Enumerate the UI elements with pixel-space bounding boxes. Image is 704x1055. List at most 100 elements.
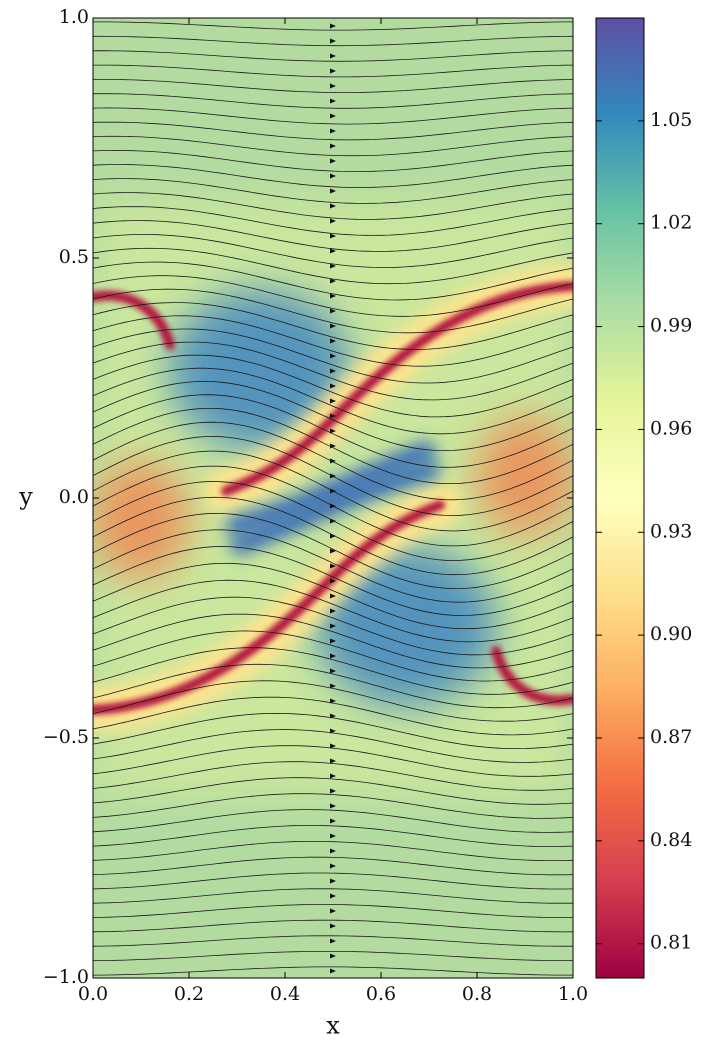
streamline bbox=[93, 919, 573, 933]
streamline bbox=[93, 951, 573, 961]
streamline bbox=[93, 206, 573, 236]
streamline bbox=[93, 613, 573, 669]
colorbar bbox=[595, 17, 645, 979]
streamline bbox=[93, 793, 573, 819]
stream-arrow bbox=[330, 158, 336, 164]
stream-arrow bbox=[330, 608, 336, 614]
stream-arrow bbox=[330, 623, 336, 629]
x-tick-label: 0.2 bbox=[174, 983, 204, 1005]
x-tick-label: 0.4 bbox=[270, 983, 300, 1005]
streamline bbox=[93, 529, 573, 603]
stream-arrow bbox=[330, 323, 336, 329]
stream-arrow bbox=[330, 53, 336, 59]
streamline bbox=[93, 966, 573, 976]
field bbox=[93, 18, 573, 978]
stream-arrow bbox=[330, 653, 336, 659]
streamline bbox=[93, 328, 573, 384]
x-tick-label: 0.6 bbox=[366, 983, 396, 1005]
stream-arrow bbox=[330, 743, 336, 749]
stream-arrow bbox=[330, 578, 336, 584]
x-tick-label: 1.0 bbox=[558, 983, 588, 1005]
stream-arrow bbox=[330, 863, 336, 869]
stream-arrow bbox=[330, 683, 336, 689]
streamline bbox=[93, 394, 573, 468]
streamline bbox=[93, 696, 573, 736]
stream-arrow bbox=[330, 728, 336, 734]
x-tick-label: 0.8 bbox=[462, 983, 492, 1005]
stream-arrow bbox=[330, 848, 336, 854]
streamline bbox=[93, 856, 573, 876]
stream-arrow bbox=[330, 413, 336, 419]
stream-arrow bbox=[330, 818, 336, 824]
streamline bbox=[93, 729, 573, 763]
stream-arrow bbox=[330, 443, 336, 449]
stream-arrow bbox=[330, 938, 336, 944]
stream-arrow bbox=[330, 113, 336, 119]
streamline bbox=[93, 512, 573, 590]
streamline bbox=[93, 135, 573, 157]
stream-arrow bbox=[330, 533, 336, 539]
stream-arrow bbox=[330, 68, 336, 74]
stream-arrow bbox=[330, 503, 336, 509]
streamline bbox=[93, 149, 573, 173]
streamline bbox=[93, 647, 573, 695]
streamline bbox=[93, 680, 573, 722]
colorbar-tick-label: 0.96 bbox=[650, 417, 692, 439]
colorbar-tick-label: 0.99 bbox=[650, 315, 692, 337]
stream-arrow bbox=[330, 803, 336, 809]
y-tick-label: −0.5 bbox=[43, 726, 89, 748]
streamline bbox=[93, 663, 573, 709]
stream-arrow bbox=[330, 908, 336, 914]
streamline bbox=[93, 50, 573, 62]
streamline bbox=[93, 21, 573, 31]
streamline bbox=[93, 93, 573, 109]
streamline bbox=[93, 367, 573, 435]
stream-arrow bbox=[330, 278, 336, 284]
streamline bbox=[93, 302, 573, 350]
stream-arrow bbox=[330, 773, 336, 779]
streamlines bbox=[93, 21, 573, 976]
stream-arrow bbox=[330, 233, 336, 239]
stream-arrow bbox=[330, 923, 336, 929]
streamline bbox=[93, 777, 573, 805]
streamline bbox=[93, 275, 573, 317]
streamline bbox=[93, 261, 573, 301]
streamline bbox=[93, 35, 573, 47]
stream-arrow bbox=[330, 128, 336, 134]
stream-arrow bbox=[330, 473, 336, 479]
stream-arrow bbox=[330, 713, 336, 719]
streamline bbox=[93, 745, 573, 777]
stream-arrow bbox=[330, 788, 336, 794]
streamline bbox=[93, 288, 573, 334]
stream-arrow bbox=[330, 143, 336, 149]
streamline bbox=[93, 825, 573, 847]
streamline bbox=[93, 164, 573, 188]
stream-arrow bbox=[330, 203, 336, 209]
colorbar-tick-label: 0.93 bbox=[650, 520, 692, 542]
colorbar-tick-label: 0.81 bbox=[650, 932, 692, 954]
stream-arrow bbox=[330, 758, 336, 764]
streamline bbox=[93, 562, 573, 630]
stream-arrow bbox=[330, 263, 336, 269]
stream-arrow bbox=[330, 293, 336, 299]
streamline bbox=[93, 380, 573, 452]
stream-arrow bbox=[330, 698, 336, 704]
streamline bbox=[93, 341, 573, 401]
streamline bbox=[93, 630, 573, 682]
stream-arrow bbox=[330, 638, 336, 644]
y-tick-label: 1.0 bbox=[59, 6, 89, 28]
streamline bbox=[93, 546, 573, 616]
stream-arrow bbox=[330, 548, 336, 554]
stream-arrow bbox=[330, 248, 336, 254]
streamline bbox=[93, 809, 573, 833]
streamline bbox=[93, 247, 573, 285]
stream-arrow bbox=[330, 383, 336, 389]
streamline bbox=[93, 579, 573, 643]
stream-arrow bbox=[330, 218, 336, 224]
streamline bbox=[93, 935, 573, 947]
streamline bbox=[93, 220, 573, 252]
stream-arrow bbox=[330, 518, 336, 524]
stream-arrow bbox=[330, 563, 336, 569]
stream-arrow bbox=[330, 458, 336, 464]
